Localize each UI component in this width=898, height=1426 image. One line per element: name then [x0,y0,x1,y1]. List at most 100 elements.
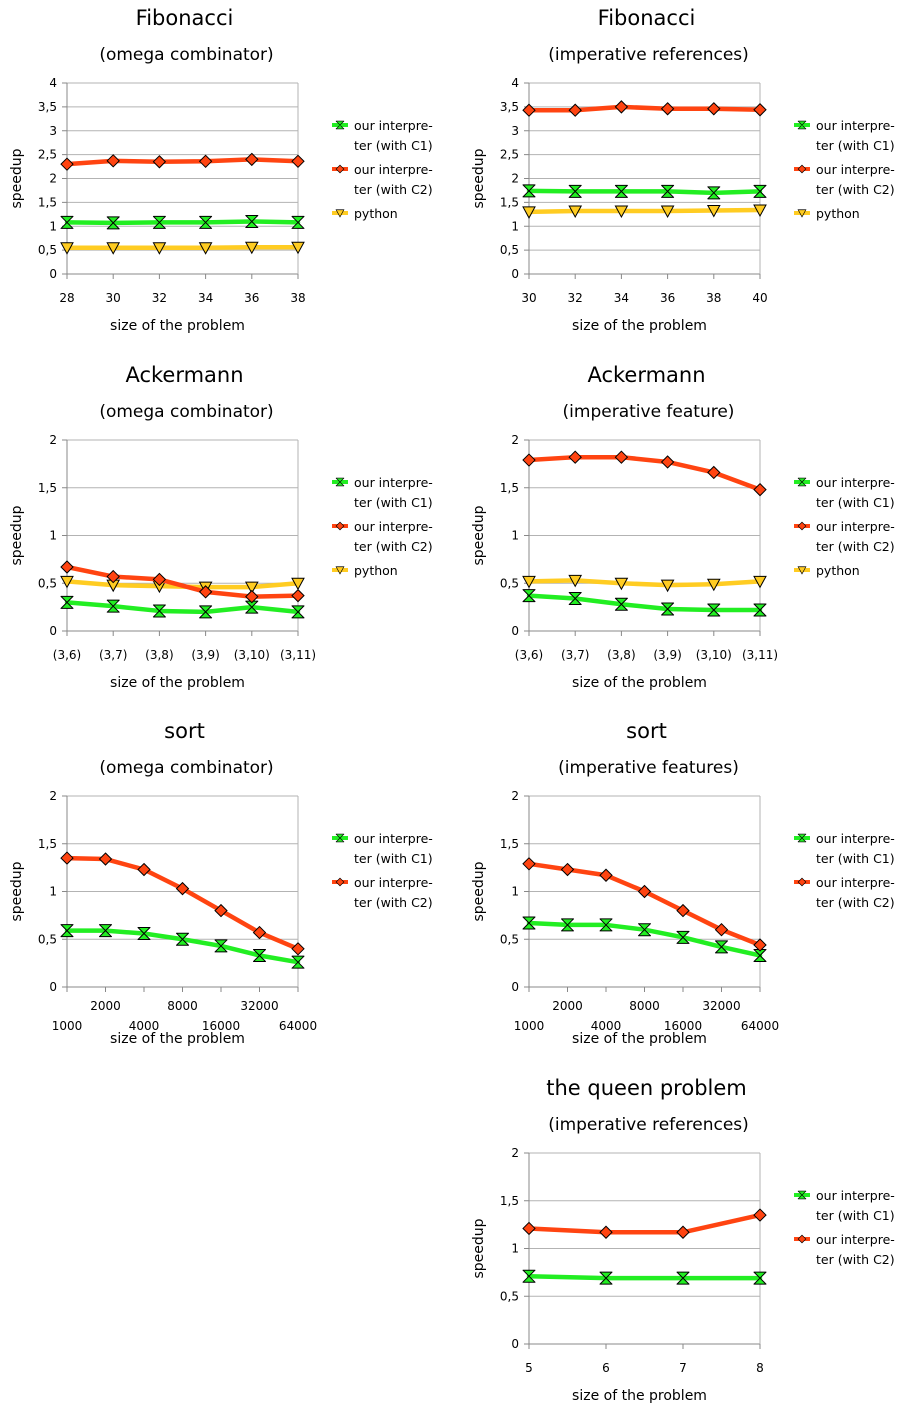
y-tick-label: 0 [511,624,519,638]
data-point [677,1226,689,1238]
series-diamond [523,451,766,495]
series-line [67,221,298,222]
legend-item: our interpre-ter (with C2) [794,1232,895,1267]
legend-item: our interpre-ter (with C2) [332,519,433,554]
y-tick-label: 1,5 [500,195,519,209]
y-tick-label: 2,5 [500,148,519,162]
data-point [708,466,720,478]
x-tick-label: (3,7) [561,648,589,662]
y-tick-label: 3,5 [38,100,57,114]
legend-label: our interpre- [816,831,895,846]
y-tick-label: 1 [511,529,519,543]
legend-label: python [354,206,398,221]
series-line [529,1215,760,1232]
legend-item: our interpre-ter (with C2) [794,519,895,554]
data-point [61,852,73,864]
series-hourglass [523,590,766,616]
x-axis-label: size of the problem [572,1388,707,1404]
y-tick-label: 0 [511,980,519,994]
y-tick-label: 0,5 [500,932,519,946]
series-hourglass [61,215,304,228]
y-tick-label: 3 [49,124,57,138]
legend-marker [336,522,344,530]
y-tick-label: 2 [511,172,519,186]
y-tick-label: 1,5 [38,481,57,495]
chart-svg: Fibonacci(omega combinator)00,511,522,53… [0,0,449,356]
y-tick-label: 1,5 [38,195,57,209]
legend-item: our interpre-ter (with C1) [794,118,895,153]
legend-item: python [794,206,860,221]
data-point [708,103,720,115]
legend-marker [798,522,806,530]
data-point [523,104,535,116]
chart-subtitle: (imperative references) [548,45,749,65]
chart-title: sort [626,719,667,743]
data-point [153,156,165,168]
legend-marker [336,878,344,886]
chart-subtitle: (imperative references) [548,1115,749,1135]
y-tick-label: 0,5 [38,243,57,257]
chart-title: Ackermann [587,363,705,387]
x-tick-label: (3,6) [53,648,81,662]
y-axis-label: speedup [471,505,487,565]
x-axis-label: size of the problem [110,1031,245,1047]
legend-item: our interpre-ter (with C1) [332,118,433,153]
x-tick-label: (3,8) [607,648,635,662]
legend-item: our interpre-ter (with C2) [332,162,433,197]
legend-label: ter (with C2) [354,539,433,554]
legend-label: our interpre- [816,875,895,890]
data-point [61,561,73,573]
y-tick-label: 1 [511,885,519,899]
chart-svg: sort(omega combinator)00,511,52100020004… [0,713,449,1069]
legend-label: our interpre- [354,162,433,177]
chart-subtitle: (imperative features) [558,758,739,778]
y-axis-label: speedup [471,1218,487,1278]
y-tick-label: 0,5 [38,576,57,590]
legend-label: ter (with C1) [816,495,895,510]
y-tick-label: 1 [511,1242,519,1256]
legend-label: our interpre- [354,118,433,133]
x-tick-label: 32000 [702,999,740,1013]
x-tick-label: 34 [614,291,629,305]
data-point [523,454,535,466]
chart-title: sort [164,719,205,743]
y-tick-label: 0 [511,267,519,281]
legend-label: ter (with C1) [816,138,895,153]
series-triangle-down [61,242,304,253]
chart-svg: Ackermann(imperative feature)00,511,52(3… [462,357,898,713]
y-tick-label: 1 [49,885,57,899]
x-tick-label: (3,9) [191,648,219,662]
data-point [523,858,535,870]
data-point [662,456,674,468]
legend-label: ter (with C1) [354,495,433,510]
y-tick-label: 0,5 [38,932,57,946]
y-tick-label: 0,5 [500,1289,519,1303]
y-tick-label: 0 [49,267,57,281]
legend-label: python [354,563,398,578]
series-line [67,567,298,597]
series-line [529,1276,760,1278]
x-tick-label: (3,11) [742,648,778,662]
chart-svg: Fibonacci(imperative references)00,511,5… [462,0,898,356]
y-tick-label: 3 [511,124,519,138]
chart-subtitle: (imperative feature) [563,402,735,422]
y-tick-label: 1 [49,219,57,233]
x-tick-label: 1000 [52,1019,83,1033]
legend-label: our interpre- [816,1232,895,1247]
data-point [754,484,766,496]
data-point [523,1222,535,1234]
series-line [529,210,760,212]
data-point [107,155,119,167]
legend-item: our interpre-ter (with C1) [794,1188,895,1223]
legend-item: our interpre-ter (with C2) [794,162,895,197]
series-hourglass [61,925,304,969]
legend-item: our interpre-ter (with C2) [332,875,433,910]
series-line [529,107,760,110]
x-tick-label: 32000 [240,999,278,1013]
x-tick-label: (3,11) [280,648,316,662]
x-tick-label: 8000 [167,999,198,1013]
x-tick-label: 30 [106,291,121,305]
